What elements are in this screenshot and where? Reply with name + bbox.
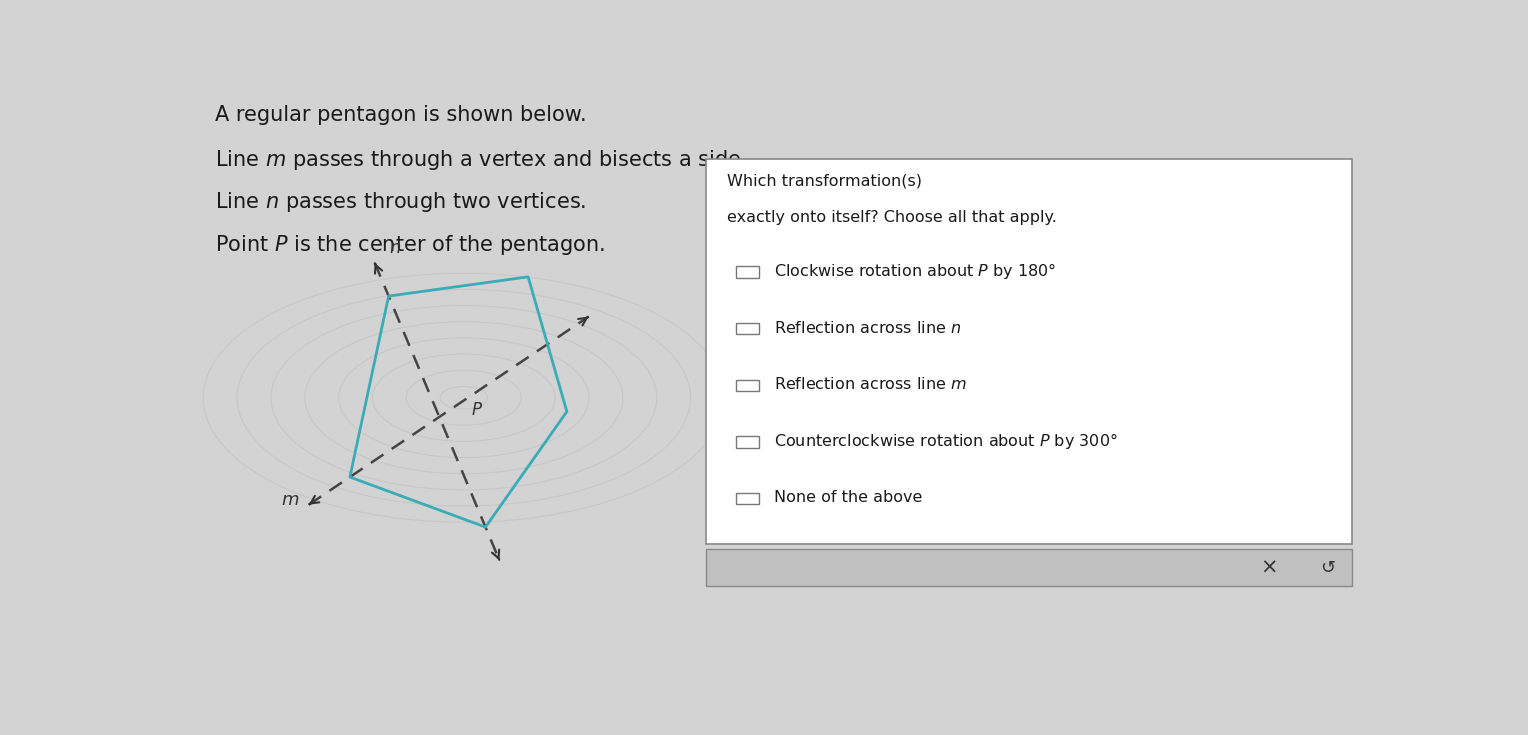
Text: ×: × bbox=[1261, 558, 1277, 578]
Text: A regular pentagon is shown below.: A regular pentagon is shown below. bbox=[214, 105, 587, 125]
Text: $n$: $n$ bbox=[388, 239, 400, 257]
Bar bbox=[736, 437, 759, 448]
FancyBboxPatch shape bbox=[706, 159, 1352, 544]
Text: Line $n$ passes through two vertices.: Line $n$ passes through two vertices. bbox=[214, 190, 585, 214]
Text: $P$: $P$ bbox=[471, 401, 483, 418]
Text: Clockwise rotation about $P$ by 180°: Clockwise rotation about $P$ by 180° bbox=[773, 261, 1056, 281]
Bar bbox=[736, 493, 759, 504]
Text: Point $P$ is the center of the pentagon.: Point $P$ is the center of the pentagon. bbox=[214, 232, 605, 257]
Text: Counterclockwise rotation about $P$ by 300°: Counterclockwise rotation about $P$ by 3… bbox=[773, 431, 1117, 451]
Text: $m$: $m$ bbox=[281, 491, 299, 509]
Text: None of the above: None of the above bbox=[773, 490, 921, 505]
Text: Reflection across line $m$: Reflection across line $m$ bbox=[773, 376, 966, 392]
Text: Line $m$ passes through a vertex and bisects a side.: Line $m$ passes through a vertex and bis… bbox=[214, 148, 747, 172]
Text: ↺: ↺ bbox=[1320, 559, 1335, 577]
Bar bbox=[736, 380, 759, 391]
Text: Reflection across line $n$: Reflection across line $n$ bbox=[773, 320, 961, 336]
Bar bbox=[736, 323, 759, 334]
Bar bbox=[736, 267, 759, 278]
Text: Which transformation(s): Which transformation(s) bbox=[727, 173, 927, 188]
Bar bbox=[706, 550, 1352, 587]
Text: exactly onto itself? Choose all that apply.: exactly onto itself? Choose all that app… bbox=[727, 210, 1057, 225]
